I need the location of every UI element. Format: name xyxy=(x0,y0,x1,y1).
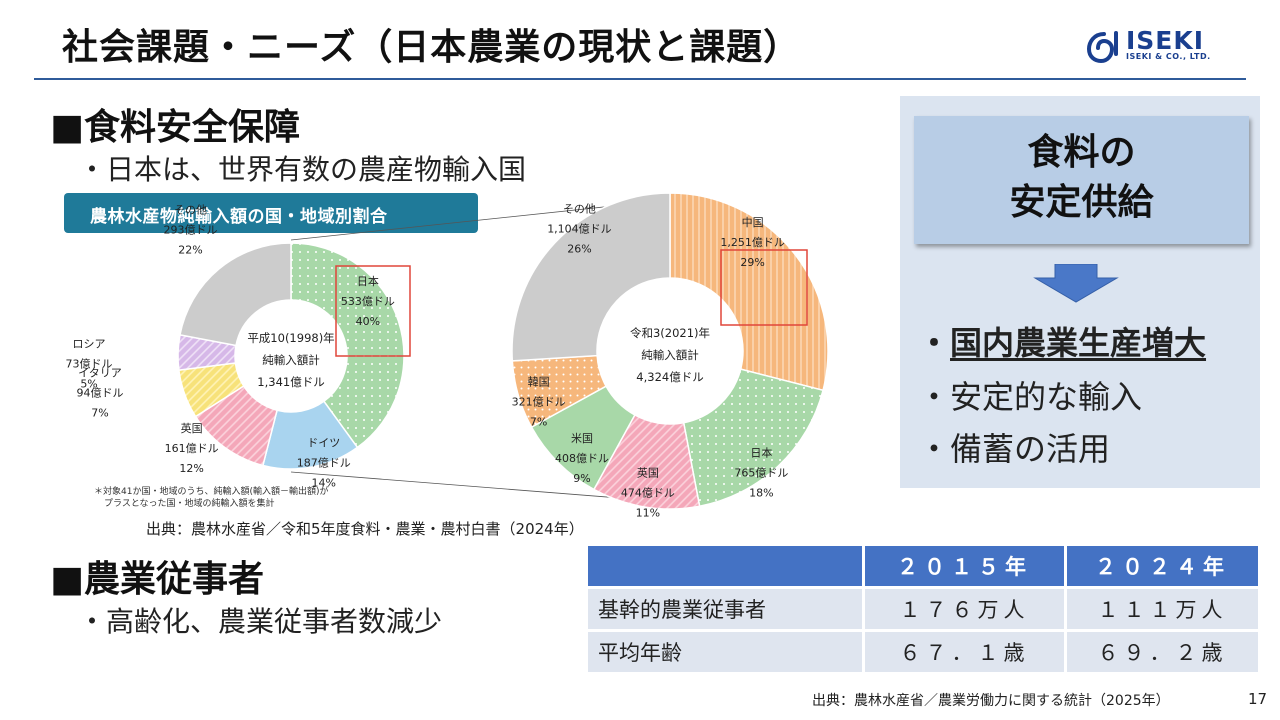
slice-label-1-4-2: 5% xyxy=(80,377,97,390)
chart-source: 出典：農林水産省／令和5年度食料・農業・農村白書（2024年） xyxy=(146,520,584,538)
slice-label-2-2-0: 英国 xyxy=(637,466,659,480)
item-domestic-production: ・国内農業生産増大 xyxy=(918,318,1206,364)
slice-label-2-3-0: 米国 xyxy=(571,432,593,445)
donut-slice-1-0 xyxy=(290,242,405,449)
highlight-box-japan-1998 xyxy=(335,265,411,357)
slice-label-2-0-0: 中国 xyxy=(742,216,764,229)
slice-label-1-1-1: 187億ドル xyxy=(297,457,351,470)
center-label-1-1: 純輸入額計 xyxy=(262,353,320,367)
item1-prefix: ・ xyxy=(918,324,951,362)
bullet-aging: ・高齢化、農業従事者数減少 xyxy=(78,605,443,638)
table-header-blank xyxy=(588,546,865,589)
slice-label-2-1-2: 18% xyxy=(749,487,773,500)
slice-label-1-0-1: 533億ドル xyxy=(341,295,395,308)
slice-label-1-3-1: 94億ドル xyxy=(76,386,123,399)
donut-slice-2-0 xyxy=(669,192,829,392)
cell-2024: ６９．２歳 xyxy=(1067,632,1258,675)
logo-subtext: ISEKI & CO., LTD. xyxy=(1126,52,1211,61)
slice-label-2-1-1: 765億ドル xyxy=(734,467,788,480)
box-line1: 食料の xyxy=(1027,132,1136,173)
slice-label-1-3-0: イタリア xyxy=(78,366,122,379)
donut-slice-2-5 xyxy=(511,192,671,362)
page-title: 社会課題・ニーズ（日本農業の現状と課題） xyxy=(62,27,801,68)
slice-label-1-1-0: ドイツ xyxy=(307,437,340,450)
center-label-2-2: 4,324億ドル xyxy=(636,370,703,384)
box-line2: 安定供給 xyxy=(1009,182,1154,223)
chart-note: ＊対象41か国・地域のうち、純輸入額(輸入額－輸出額)が プラスとなった国・地域… xyxy=(94,486,328,510)
policy-panel: 食料の 安定供給 ・国内農業生産増大 ・安定的な輸入 ・備蓄の活用 xyxy=(900,96,1260,488)
cell-2015: ６７．１歳 xyxy=(865,632,1067,675)
center-label-1-2: 1,341億ドル xyxy=(257,375,324,389)
donut-charts: 日本 533億ドル 40% ドイツ 187億ドル 14% 英国 161億ドル 12% イタリア 94… xyxy=(66,192,829,520)
slice-label-2-3-1: 408億ドル xyxy=(555,452,609,465)
slice-label-1-1-2: 14% xyxy=(312,477,336,490)
bullet-import-country: ・日本は、世界有数の農産物輸入国 xyxy=(78,153,527,186)
slice-label-2-5-0: その他 xyxy=(563,203,596,216)
donut-chart-1998: 日本 533億ドル 40% ドイツ 187億ドル 14% 英国 161億ドル 12% イタリア 94… xyxy=(66,203,405,490)
slice-label-2-2-2: 11% xyxy=(636,507,660,520)
row-label: 平均年齢 xyxy=(588,632,865,675)
slice-label-2-3-2: 9% xyxy=(573,472,590,485)
table-row: 平均年齢 ６７．１歳 ６９．２歳 xyxy=(588,632,1258,675)
slice-label-1-4-1: 73億ドル xyxy=(66,357,113,370)
slice-label-1-0-0: 日本 xyxy=(357,274,379,288)
slice-label-1-2-1: 161億ドル xyxy=(165,442,219,455)
slice-label-1-2-0: 英国 xyxy=(181,421,203,435)
center-label-1-0: 平成10(1998)年 xyxy=(247,331,334,345)
cell-2015: １７６万人 xyxy=(865,589,1067,632)
table-header-2024: ２０２４年 xyxy=(1067,546,1258,589)
donut-chart-2021: 中国 1,251億ドル 29% 日本 765億ドル 18% 英国 474億ドル 11% 米国 408… xyxy=(511,192,829,520)
cell-2024: １１１万人 xyxy=(1067,589,1258,632)
highlight-box-china-2021 xyxy=(720,249,808,326)
slice-label-1-2-2: 12% xyxy=(179,462,203,475)
slice-label-2-5-2: 26% xyxy=(567,243,591,256)
slice-label-2-2-1: 474億ドル xyxy=(621,487,675,500)
slice-label-1-5-0: その他 xyxy=(174,203,207,216)
slice-label-2-0-2: 29% xyxy=(740,256,764,269)
slice-label-1-5-2: 22% xyxy=(178,243,202,256)
row-label: 基幹的農業従事者 xyxy=(588,589,865,632)
slice-label-1-5-1: 293億ドル xyxy=(163,223,217,236)
chart-note-line2: プラスとなった国・地域の純輸入額を集計 xyxy=(104,499,275,509)
slice-label-1-3-2: 7% xyxy=(91,406,108,419)
stable-food-supply-box: 食料の 安定供給 xyxy=(914,116,1249,244)
center-label-2-1: 純輸入額計 xyxy=(641,348,699,362)
slice-label-1-4-0: ロシア xyxy=(73,337,106,350)
center-label-2-0: 令和3(2021)年 xyxy=(630,326,710,340)
slice-label-2-5-1: 1,104億ドル xyxy=(547,223,612,236)
slice-label-2-0-1: 1,251億ドル xyxy=(720,236,785,249)
table-header-row: ２０１５年 ２０２４年 xyxy=(588,546,1258,589)
chart-note-line1: ＊対象41か国・地域のうち、純輸入額(輸入額－輸出額)が xyxy=(94,487,329,497)
table-header-2015: ２０１５年 xyxy=(865,546,1067,589)
section-heading-farmers: ■農業従事者 xyxy=(50,559,265,600)
slice-label-1-0-2: 40% xyxy=(356,315,380,328)
slice-label-2-4-2: 7% xyxy=(530,415,547,428)
chart-banner: 農林水産物純輸入額の国・地域別割合 xyxy=(64,193,478,233)
slice-label-2-1-0: 日本 xyxy=(750,446,772,460)
farmer-stats-table: ２０１５年 ２０２４年 基幹的農業従事者 １７６万人 １１１万人 平均年齢 ６７… xyxy=(588,546,1258,675)
donut-slice-1-5 xyxy=(179,242,292,347)
table-row: 基幹的農業従事者 １７６万人 １１１万人 xyxy=(588,589,1258,632)
company-logo: ISEKI ISEKI & CO., LTD. xyxy=(1086,26,1226,64)
slice-label-2-4-0: 韓国 xyxy=(528,375,550,388)
table-source: 出典：農林水産省／農業労働力に関する統計（2025年） xyxy=(812,693,1170,709)
section-heading-food-security: ■食料安全保障 xyxy=(50,107,301,148)
item-stable-import: ・安定的な輸入 xyxy=(918,378,1143,416)
down-arrow-icon xyxy=(1033,264,1119,303)
page-number: 17 xyxy=(1248,690,1268,708)
donut-slice-2-1 xyxy=(682,368,824,508)
iseki-logo-icon xyxy=(1086,31,1118,64)
item1-text: 国内農業生産増大 xyxy=(950,324,1207,362)
item-stockpile: ・備蓄の活用 xyxy=(918,430,1111,468)
title-divider xyxy=(34,78,1246,80)
slice-label-2-4-1: 321億ドル xyxy=(512,395,566,408)
logo-wordmark: ISEKI xyxy=(1126,26,1205,55)
